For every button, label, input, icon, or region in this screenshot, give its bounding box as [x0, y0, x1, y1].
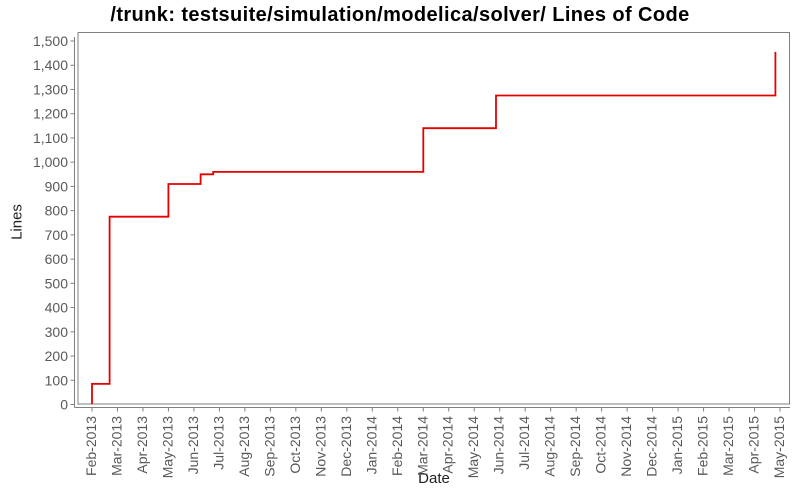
x-tick-label: Feb-2015: [695, 416, 711, 476]
y-tick-label: 1,500: [33, 33, 68, 49]
x-tick-label: May-2013: [159, 416, 175, 478]
x-tick-label: Aug-2014: [542, 416, 558, 477]
x-tick-label: Apr-2013: [134, 416, 150, 474]
x-tick-label: Mar-2014: [414, 416, 430, 476]
y-tick-label: 300: [45, 324, 69, 340]
y-tick-label: 1,300: [33, 81, 68, 97]
x-axis-title: Date: [418, 470, 450, 487]
x-tick-label: Nov-2013: [312, 416, 328, 477]
x-tick-label: Jul-2014: [516, 416, 532, 470]
x-tick-label: Sep-2013: [261, 416, 277, 477]
x-tick-label: Feb-2014: [389, 416, 405, 476]
x-tick-label: Feb-2013: [83, 416, 99, 476]
y-tick-label: 800: [45, 203, 69, 219]
y-tick-label: 600: [45, 251, 69, 267]
x-tick-label: May-2015: [771, 416, 787, 478]
y-tick-label: 700: [45, 227, 69, 243]
x-tick-label: Jun-2013: [185, 416, 201, 475]
x-tick-label: Mar-2015: [720, 416, 736, 476]
x-tick-label: Mar-2013: [108, 416, 124, 476]
x-tick-label: Sep-2014: [567, 416, 583, 477]
x-tick-label: Apr-2014: [440, 416, 456, 474]
y-tick-label: 900: [45, 178, 69, 194]
y-tick-label: 1,400: [33, 57, 68, 73]
x-tick-label: Jan-2015: [669, 416, 685, 475]
x-tick-label: Jan-2014: [363, 416, 379, 475]
y-tick-label: 0: [60, 397, 68, 413]
y-tick-label: 200: [45, 348, 69, 364]
x-tick-label: May-2014: [465, 416, 481, 478]
loc-step-line: [91, 51, 777, 404]
y-tick-label: 400: [45, 300, 69, 316]
x-tick-label: Dec-2014: [644, 416, 660, 477]
x-tick-label: Oct-2014: [593, 416, 609, 474]
x-tick-label: Apr-2015: [746, 416, 762, 474]
y-tick-label: 500: [45, 275, 69, 291]
plot-border: [77, 32, 790, 405]
y-tick-label: 1,000: [33, 154, 68, 170]
x-tick-label: Oct-2013: [287, 416, 303, 474]
x-tick-label: Jun-2014: [491, 416, 507, 475]
chart-title: /trunk: testsuite/simulation/modelica/so…: [110, 4, 690, 26]
x-tick-label: Nov-2014: [618, 416, 634, 477]
y-tick-label: 1,100: [33, 130, 68, 146]
x-tick-label: Jul-2013: [210, 416, 226, 470]
x-tick-label: Aug-2013: [236, 416, 252, 477]
x-tick-label: Dec-2013: [338, 416, 354, 477]
y-tick-label: 100: [45, 372, 69, 388]
y-tick-label: 1,200: [33, 106, 68, 122]
